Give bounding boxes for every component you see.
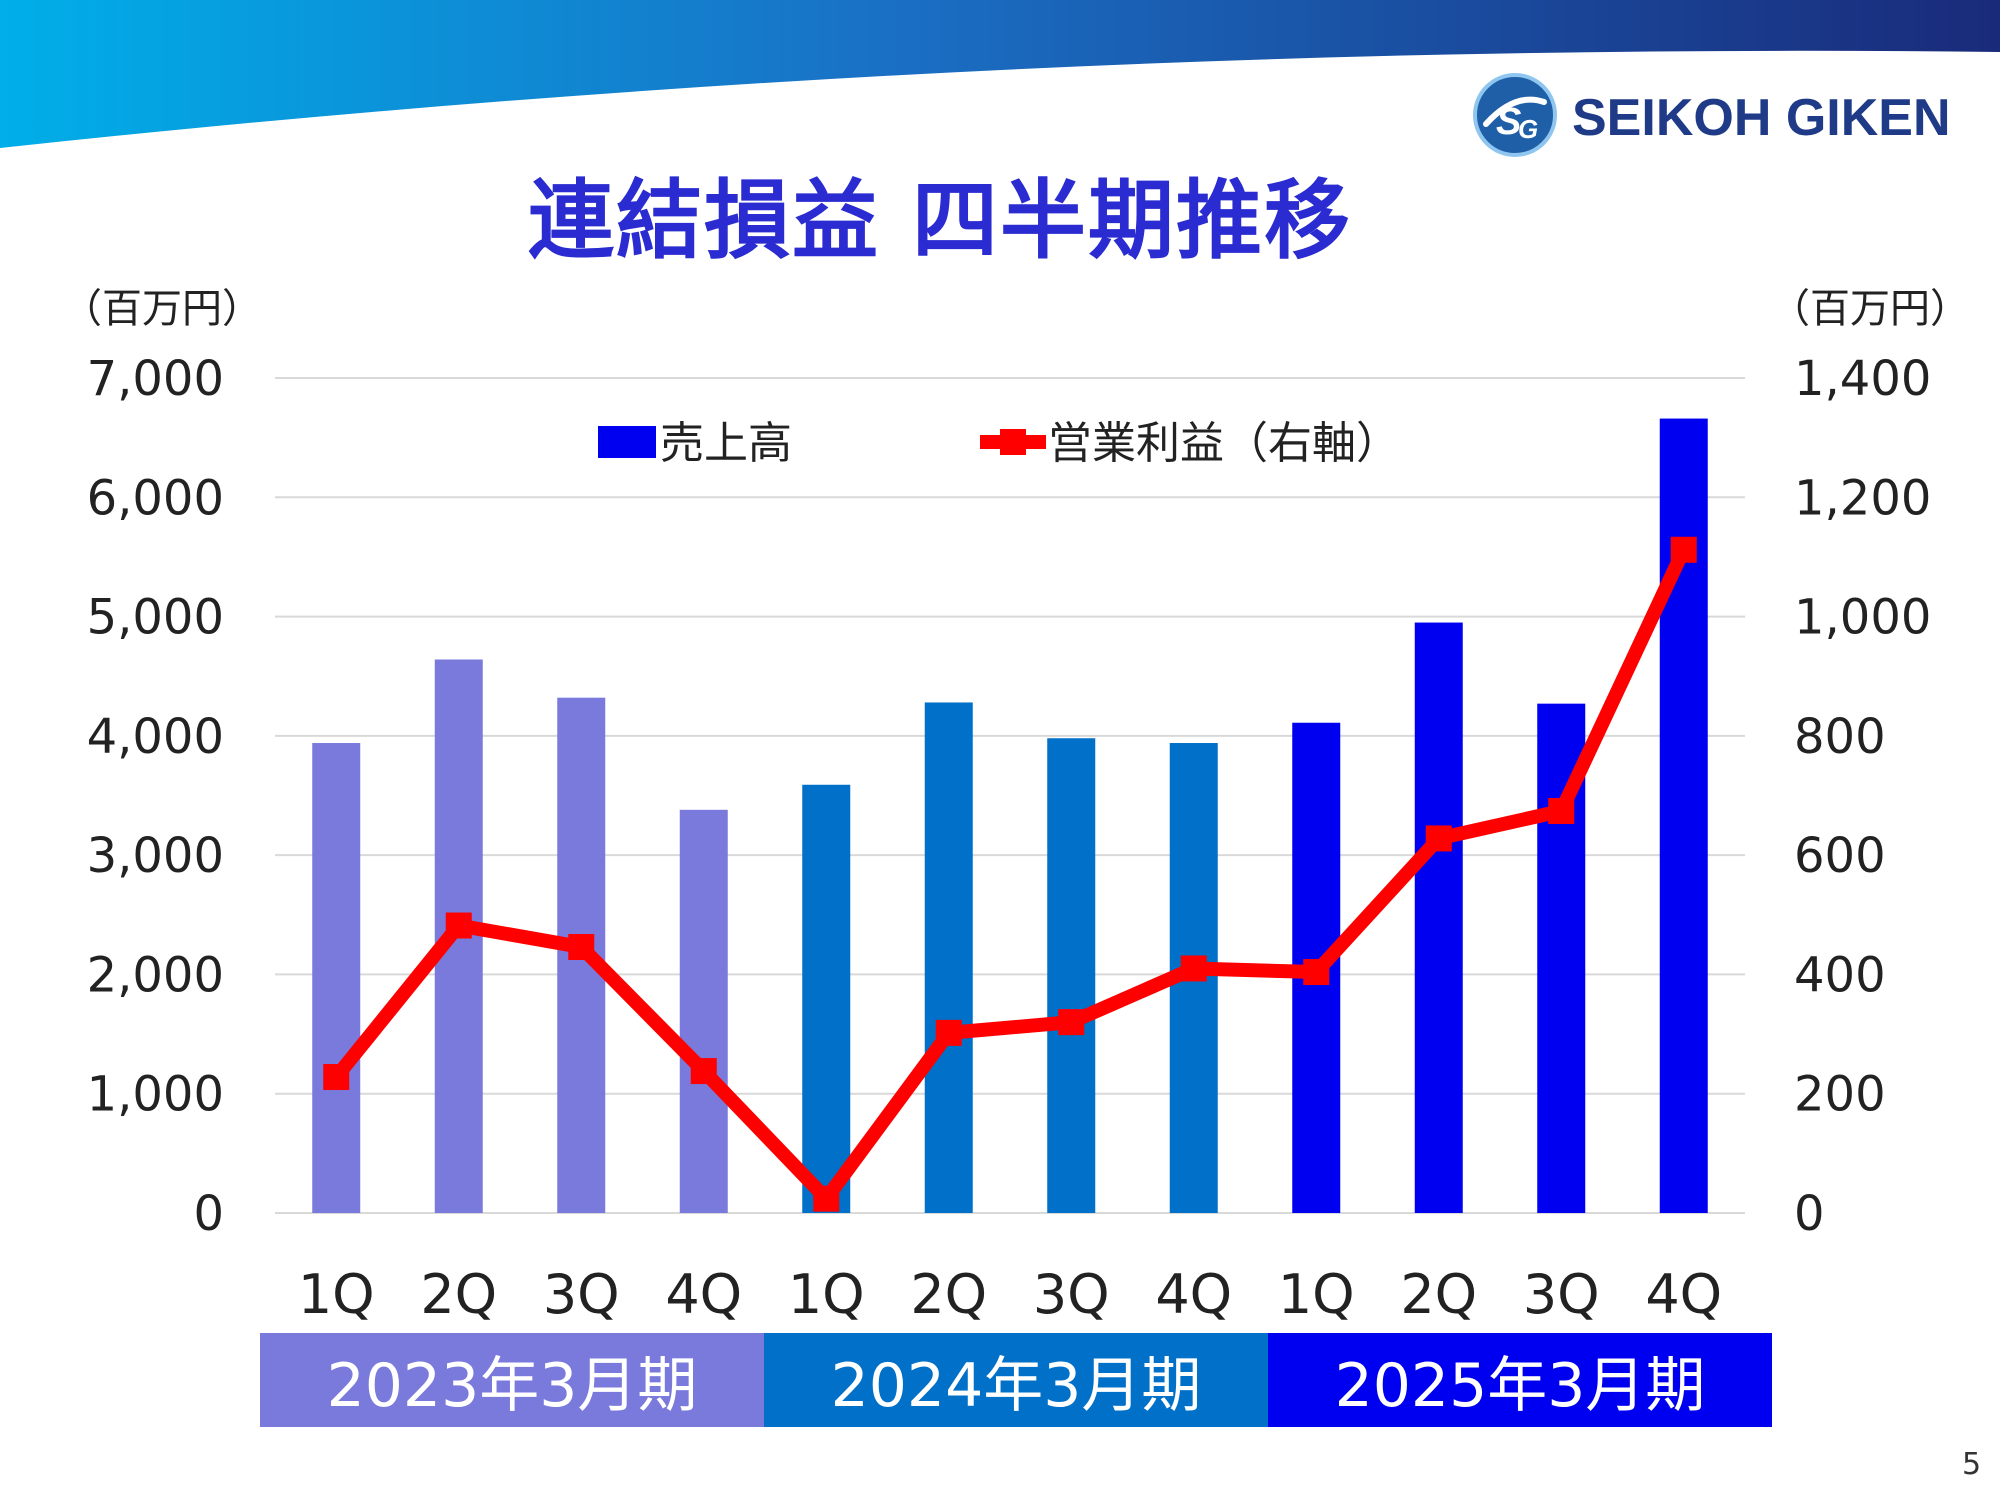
- line-marker: [323, 1064, 350, 1091]
- bar: [802, 784, 851, 1213]
- line-marker: [1670, 536, 1697, 563]
- fiscal-period-bar: 2023年3月期 2024年3月期 2025年3月期: [260, 1333, 1772, 1427]
- legend-label-sales: 売上高: [660, 418, 792, 469]
- company-logo: S G SEIKOH GIKEN: [1472, 72, 1972, 162]
- bar: [1414, 622, 1463, 1213]
- left-axis-labels: 0 1,000 2,000 3,000 4,000 5,000 6,000 7,000: [87, 351, 224, 1242]
- bar: [924, 702, 973, 1213]
- line-marker: [1548, 798, 1575, 825]
- legend-label-profit: 営業利益（右軸）: [1048, 418, 1400, 469]
- x-tick-label: 4Q: [1645, 1263, 1722, 1326]
- left-tick-label: 6,000: [87, 470, 224, 526]
- left-tick-label: 0: [193, 1186, 224, 1242]
- x-tick-label: 1Q: [1278, 1263, 1355, 1326]
- right-tick-label: 1,000: [1794, 590, 1931, 646]
- line-marker: [1303, 959, 1330, 986]
- left-tick-label: 4,000: [87, 709, 224, 765]
- x-tick-label: 1Q: [788, 1263, 865, 1326]
- x-tick-label: 1Q: [298, 1263, 375, 1326]
- x-tick-label: 4Q: [1155, 1263, 1232, 1326]
- right-tick-label: 800: [1794, 709, 1886, 765]
- line-marker: [568, 933, 595, 960]
- svg-text:G: G: [1518, 114, 1538, 144]
- x-tick-label: 3Q: [1033, 1263, 1110, 1326]
- line-marker: [1058, 1009, 1085, 1036]
- sg-logo-icon: S G: [1473, 73, 1557, 157]
- x-axis-labels: 1Q 2Q 3Q 4Q 1Q 2Q 3Q 4Q 1Q 2Q 3Q 4Q: [298, 1263, 1722, 1326]
- x-tick-label: 2Q: [1400, 1263, 1477, 1326]
- left-tick-label: 5,000: [87, 590, 224, 646]
- right-axis-labels: 0 200 400 600 800 1,000 1,200 1,400: [1794, 351, 1931, 1242]
- bar: [312, 743, 361, 1213]
- x-tick-label: 2Q: [420, 1263, 497, 1326]
- line-marker: [445, 912, 472, 939]
- period-label: 2024年3月期: [764, 1333, 1268, 1427]
- x-tick-label: 3Q: [1523, 1263, 1600, 1326]
- left-tick-label: 2,000: [87, 947, 224, 1003]
- left-tick-label: 3,000: [87, 828, 224, 884]
- right-tick-label: 1,400: [1794, 351, 1931, 407]
- left-tick-label: 1,000: [87, 1067, 224, 1123]
- right-tick-label: 400: [1794, 947, 1886, 1003]
- header-banner: [0, 0, 2000, 148]
- x-tick-label: 3Q: [543, 1263, 620, 1326]
- x-tick-label: 4Q: [665, 1263, 742, 1326]
- svg-text:S: S: [1496, 101, 1521, 143]
- gridlines: [275, 377, 1745, 1214]
- line-marker: [1425, 825, 1452, 852]
- legend-swatch-sales: [598, 426, 656, 458]
- period-label: 2023年3月期: [260, 1333, 764, 1427]
- right-tick-label: 200: [1794, 1067, 1886, 1123]
- right-tick-label: 1,200: [1794, 470, 1931, 526]
- legend: 売上高 営業利益（右軸）: [598, 418, 1400, 469]
- line-marker: [690, 1058, 717, 1085]
- right-tick-label: 600: [1794, 828, 1886, 884]
- line-marker: [813, 1185, 840, 1212]
- line-marker: [935, 1019, 962, 1046]
- period-label: 2025年3月期: [1268, 1333, 1772, 1427]
- page-title: 連結損益 四半期推移: [528, 171, 1352, 271]
- line-marker: [1180, 955, 1207, 982]
- operating-profit-line: [330, 546, 1691, 1206]
- legend-marker-profit: [1000, 429, 1026, 455]
- line-series: [323, 536, 1697, 1212]
- logo-wordmark: SEIKOH GIKEN: [1572, 89, 1951, 147]
- right-axis-unit: （百万円）: [1770, 286, 1970, 332]
- x-tick-label: 2Q: [910, 1263, 987, 1326]
- page-number: 5: [1962, 1447, 1982, 1482]
- right-tick-label: 0: [1794, 1186, 1825, 1242]
- bar: [1047, 738, 1096, 1213]
- left-tick-label: 7,000: [87, 351, 224, 407]
- bar: [679, 809, 728, 1213]
- left-axis-unit: （百万円）: [62, 286, 262, 332]
